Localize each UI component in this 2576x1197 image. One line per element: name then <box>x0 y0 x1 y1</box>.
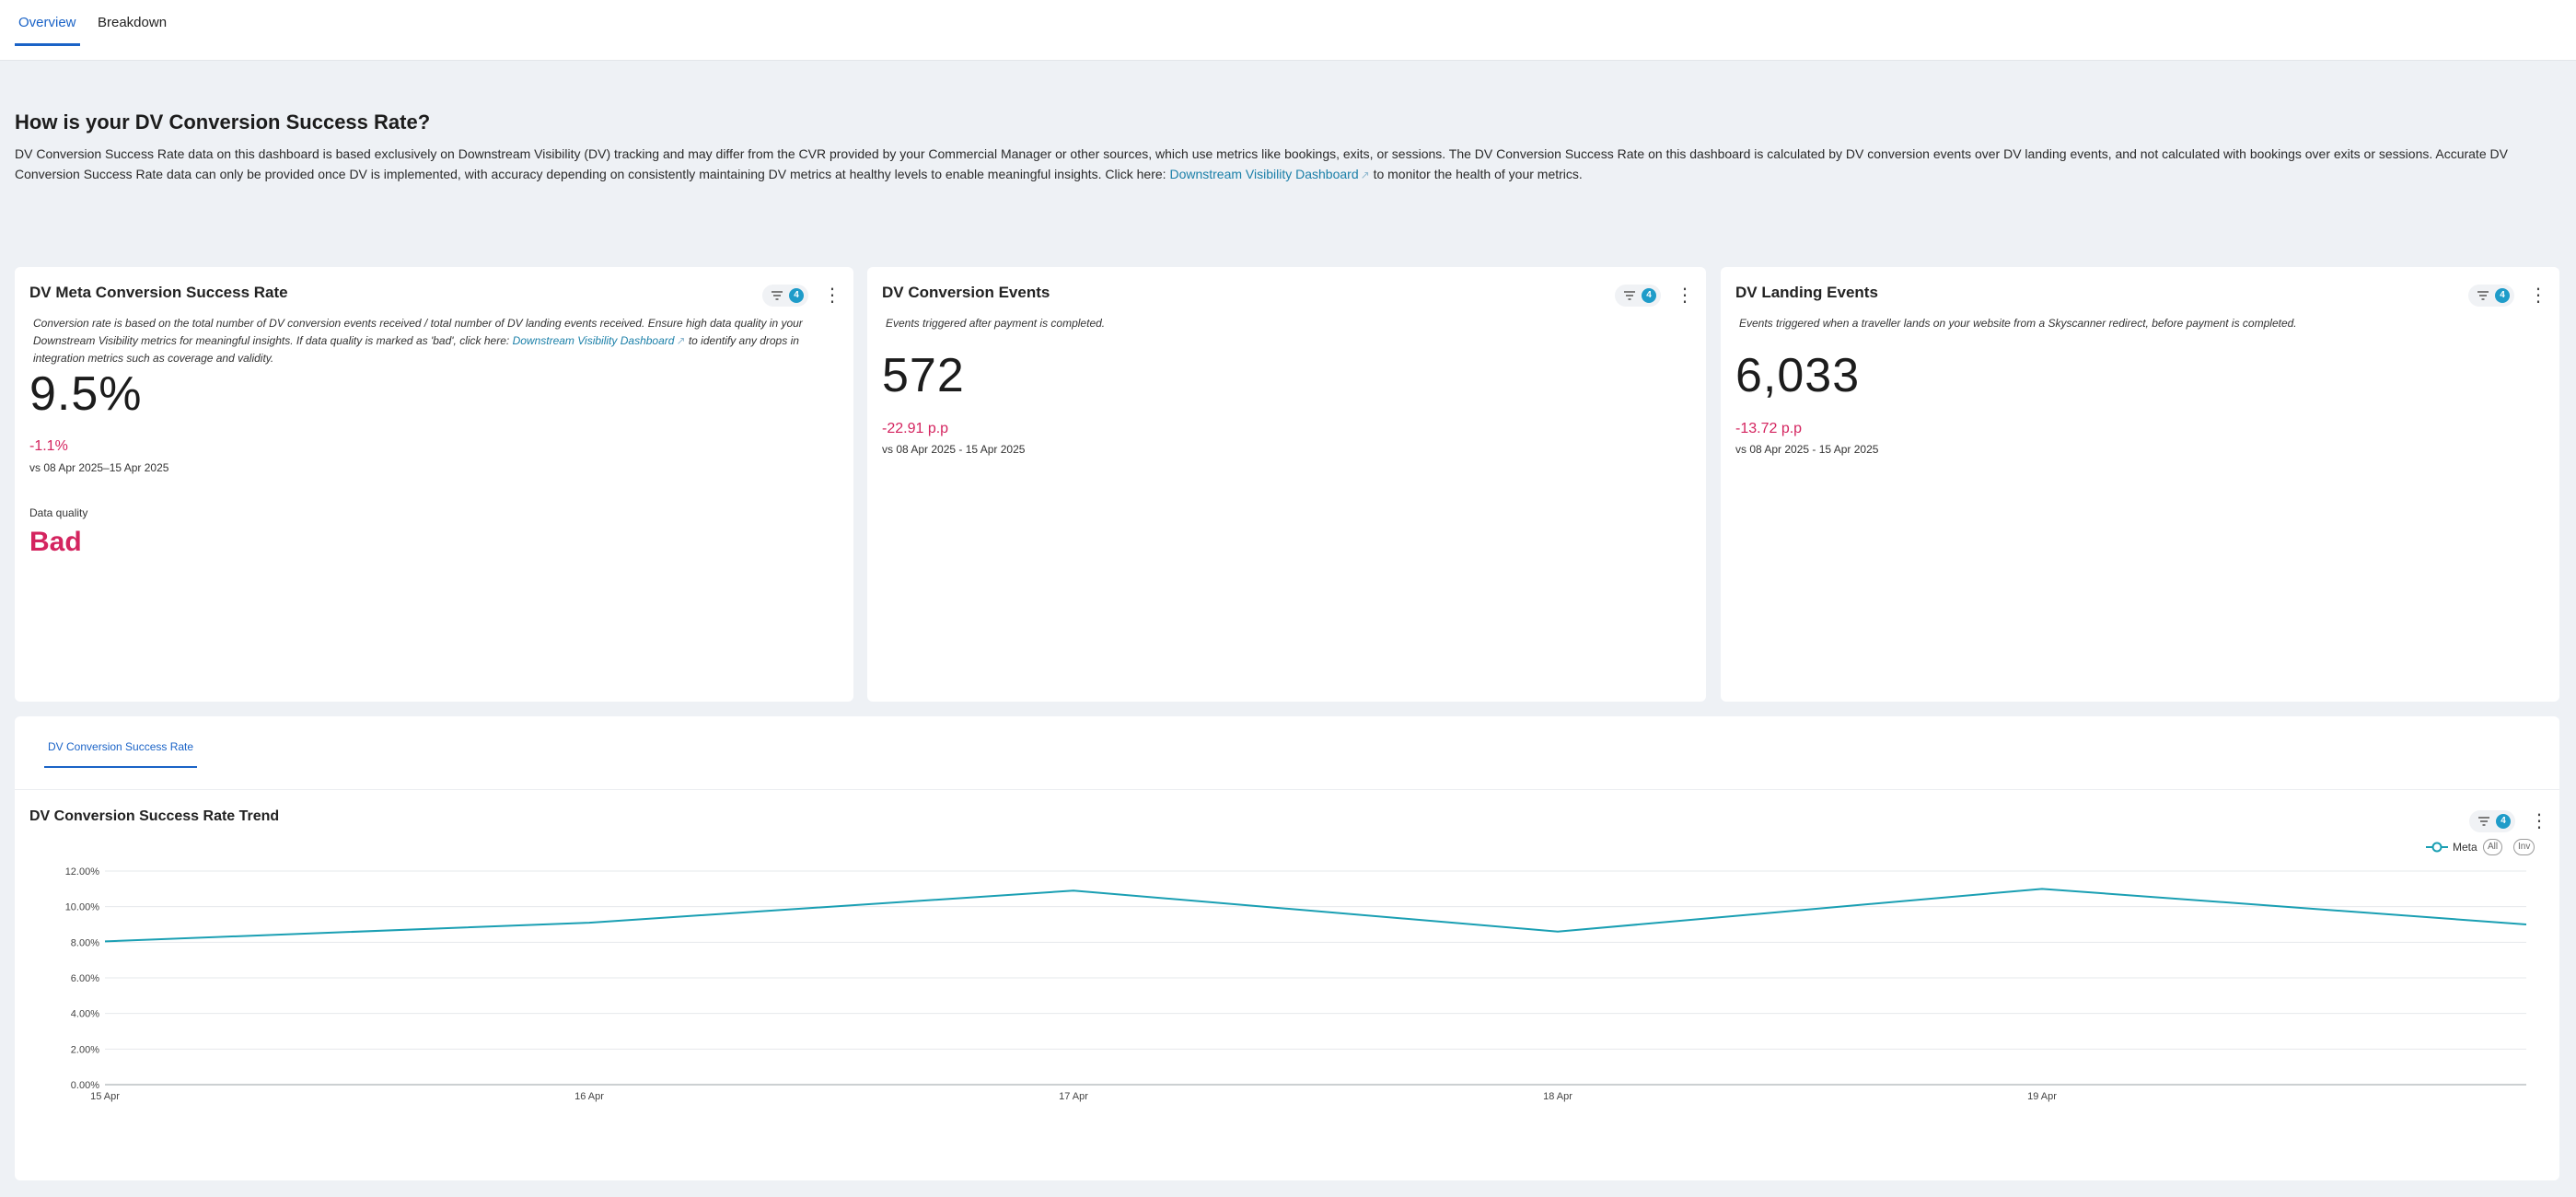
external-link-icon: ↗ <box>676 334 686 347</box>
y-tick-label: 6.00% <box>71 973 99 984</box>
chart-title: DV Conversion Success Rate Trend <box>29 808 280 824</box>
more-options-icon[interactable]: ⋮ <box>2529 285 2547 306</box>
comparison-period: vs 08 Apr 2025 - 15 Apr 2025 <box>1735 443 1879 456</box>
y-tick-label: 2.00% <box>71 1044 99 1055</box>
filter-button[interactable]: 4 <box>2468 285 2514 307</box>
data-point <box>587 921 591 924</box>
trend-panel: DV Conversion Success Rate DV Conversion… <box>15 716 2559 1180</box>
comparison-period: vs 08 Apr 2025–15 Apr 2025 <box>29 461 169 474</box>
y-tick-label: 12.00% <box>65 866 100 877</box>
card-title: DV Landing Events <box>1735 284 1878 301</box>
metric-value: 572 <box>882 349 965 402</box>
tab-overview[interactable]: Overview <box>15 0 80 46</box>
filter-button[interactable]: 4 <box>2469 810 2515 832</box>
data-quality-label: Data quality <box>29 506 88 519</box>
tab-dv-conversion-success-rate[interactable]: DV Conversion Success Rate <box>44 740 198 768</box>
external-link-icon: ↗ <box>1360 169 1370 181</box>
filter-button[interactable]: 4 <box>1615 285 1661 307</box>
divider <box>15 789 2559 790</box>
metric-value: 9.5% <box>29 367 143 421</box>
more-options-icon[interactable]: ⋮ <box>823 285 841 306</box>
intro-title: How is your DV Conversion Success Rate? <box>15 110 431 134</box>
data-point <box>1556 930 1560 934</box>
card-conversion-events: DV Conversion Events 4 ⋮ Events triggere… <box>867 267 1706 702</box>
data-point <box>1072 889 1075 892</box>
legend-pill-inv[interactable]: Inv <box>2513 839 2535 855</box>
filter-icon <box>2477 291 2489 300</box>
data-point <box>2524 923 2528 926</box>
intro-text-part2: to monitor the health of your metrics. <box>1369 167 1583 181</box>
filter-icon <box>1624 291 1635 300</box>
legend-line-icon <box>2426 842 2448 853</box>
filter-button[interactable]: 4 <box>762 285 808 307</box>
data-point <box>103 939 107 943</box>
metric-value: 6,033 <box>1735 349 1861 402</box>
legend-label: Meta <box>2453 841 2477 854</box>
data-quality-value: Bad <box>29 527 82 557</box>
data-point <box>2040 887 2044 890</box>
card-title: DV Conversion Events <box>882 284 1050 301</box>
downstream-visibility-link[interactable]: Downstream Visibility Dashboard <box>1169 167 1359 181</box>
comparison-period: vs 08 Apr 2025 - 15 Apr 2025 <box>882 443 1026 456</box>
y-tick-label: 0.00% <box>71 1080 99 1091</box>
x-tick-label: 17 Apr <box>1059 1091 1088 1102</box>
downstream-visibility-link[interactable]: Downstream Visibility Dashboard <box>512 334 675 347</box>
more-options-icon[interactable]: ⋮ <box>2530 811 2548 831</box>
card-title: DV Meta Conversion Success Rate <box>29 284 288 301</box>
legend-item-meta[interactable]: Meta <box>2425 839 2477 855</box>
card-desc-part1: Conversion rate is based on the total nu… <box>33 317 803 347</box>
more-options-icon[interactable]: ⋮ <box>1676 285 1694 306</box>
x-tick-label: 16 Apr <box>574 1091 604 1102</box>
legend-pill-all[interactable]: All <box>2483 839 2503 855</box>
x-tick-label: 18 Apr <box>1543 1091 1572 1102</box>
card-description: Events triggered when a traveller lands … <box>1739 317 2297 330</box>
filter-count-badge: 4 <box>789 288 804 303</box>
metric-delta: -13.72 p.p <box>1735 421 1803 436</box>
x-tick-label: 19 Apr <box>2027 1091 2057 1102</box>
trend-chart: 0.00% 2.00% 4.00% 6.00% 8.00% 10.00% 12.00% 15 … <box>65 866 2528 1102</box>
metric-delta: -22.91 p.p <box>882 421 949 436</box>
x-tick-label: 15 Apr <box>90 1091 120 1102</box>
card-meta-conversion-rate: DV Meta Conversion Success Rate 4 ⋮ Conv… <box>15 267 853 702</box>
top-tab-bar: Overview Breakdown <box>0 0 2576 61</box>
intro-text: DV Conversion Success Rate data on this … <box>15 144 2537 185</box>
filter-count-badge: 4 <box>2496 814 2511 829</box>
y-tick-label: 8.00% <box>71 937 99 948</box>
intro-text-part1: DV Conversion Success Rate data on this … <box>15 146 2508 181</box>
filter-count-badge: 4 <box>2495 288 2510 303</box>
card-description: Events triggered after payment is comple… <box>886 317 1106 330</box>
filter-count-badge: 4 <box>1642 288 1656 303</box>
card-desc-part2: to identify any drops in integration met… <box>33 334 799 365</box>
series-line-meta <box>104 888 2527 943</box>
card-description: Conversion rate is based on the total nu… <box>33 315 843 367</box>
tab-breakdown[interactable]: Breakdown <box>98 15 168 30</box>
metric-delta: -1.1% <box>29 438 68 454</box>
filter-icon <box>772 291 783 300</box>
y-tick-label: 4.00% <box>71 1009 99 1020</box>
y-tick-label: 10.00% <box>65 902 100 913</box>
card-landing-events: DV Landing Events 4 ⋮ Events triggered w… <box>1721 267 2559 702</box>
filter-icon <box>2478 817 2489 826</box>
